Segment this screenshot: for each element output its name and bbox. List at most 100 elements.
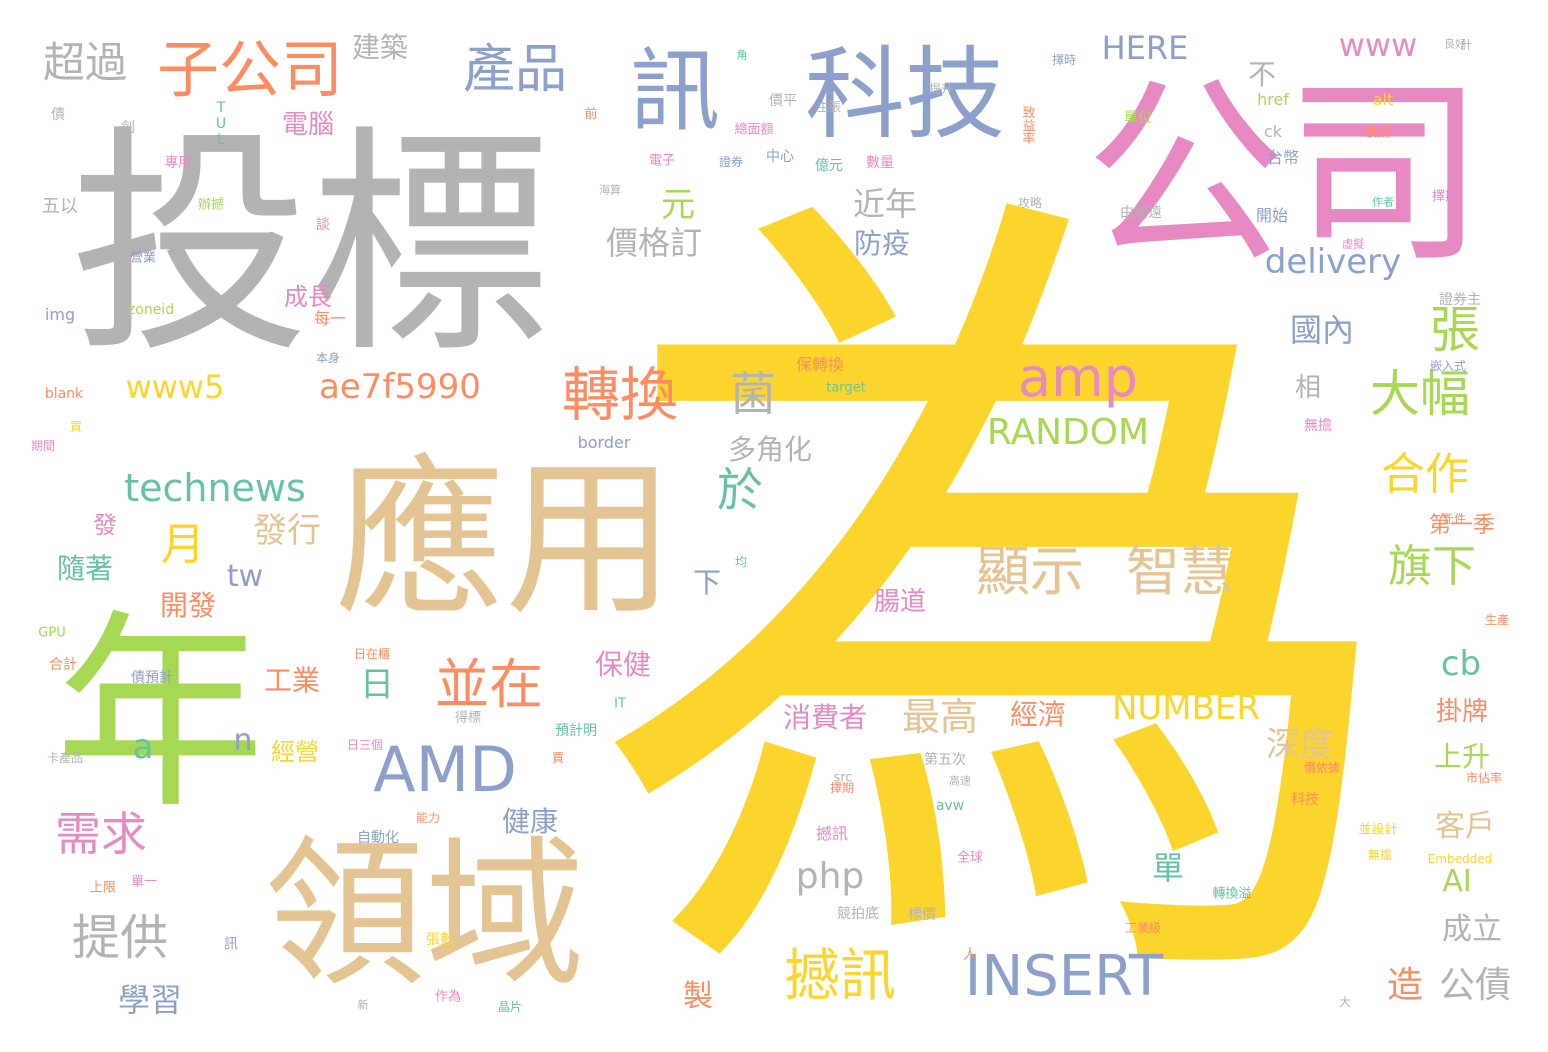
cloud-word: 預計明 [555, 723, 597, 739]
cloud-word: 全球 [956, 850, 984, 866]
cloud-word: 最高 [901, 695, 979, 739]
cloud-word: AMD [373, 733, 517, 806]
cloud-word: 無擔 [1367, 848, 1393, 862]
cloud-word: 消費者 [782, 701, 868, 734]
cloud-word: php [795, 856, 865, 897]
cloud-word: 第一季 [1428, 513, 1496, 538]
cloud-word: 敬請 [1363, 125, 1391, 141]
cloud-word: 智慧 [1126, 540, 1234, 603]
cloud-word: 隨著 [56, 552, 114, 585]
cloud-word: NUMBER [1111, 688, 1261, 728]
cloud-word: 撼訊 [784, 944, 896, 1009]
cloud-word: 良好 [1444, 37, 1466, 51]
cloud-word: 無擔 [1304, 418, 1332, 434]
cloud-word: 超過 [42, 38, 128, 87]
cloud-word: 大幅 [1370, 365, 1470, 423]
cloud-word: 每一 [313, 309, 347, 328]
cloud-word: 國內 [1289, 311, 1355, 349]
cloud-word: 提升 [928, 82, 954, 96]
cloud-word: cb [1440, 644, 1482, 684]
cloud-word: 公債 [1438, 965, 1512, 1006]
cloud-word: 致益率 [1019, 105, 1035, 145]
cloud-word: 合作 [1381, 449, 1469, 500]
cloud-word: 攻略 [1017, 196, 1043, 210]
cloud-word: 造 [1386, 965, 1424, 1006]
cloud-word: 市佔率 [1465, 771, 1503, 785]
cloud-word: 前 [581, 106, 597, 120]
cloud-word: img [44, 305, 76, 324]
cloud-word: 總面額 [734, 122, 774, 138]
cloud-word: zoneid [127, 302, 175, 318]
cloud-word: www [1338, 26, 1418, 64]
cloud-word: src [833, 770, 853, 786]
cloud-word: 買 [69, 420, 83, 434]
cloud-word: href [1257, 90, 1289, 109]
cloud-word: 本身 [315, 351, 341, 365]
cloud-word: IT [614, 696, 626, 712]
cloud-word: 價依據 [1303, 761, 1341, 775]
cloud-word: ck [1263, 122, 1283, 141]
cloud-word: 人 [963, 947, 977, 963]
cloud-word: 五以 [42, 196, 78, 217]
cloud-word: GPU [38, 625, 66, 641]
cloud-word: 成長 [284, 283, 332, 311]
cloud-word: 數量 [866, 155, 894, 171]
cloud-word: AI [1442, 864, 1472, 899]
cloud-word: 提供 [71, 910, 169, 966]
cloud-word: 需求 [55, 807, 147, 861]
cloud-word: 電腦 [281, 110, 335, 140]
cloud-word: 不 [1247, 58, 1277, 91]
cloud-word: 深度 [1266, 725, 1334, 765]
cloud-word: 中心 [766, 149, 794, 165]
cloud-word: 能力 [415, 811, 441, 825]
cloud-word: 保轉換 [795, 355, 845, 374]
cloud-word: amp [1018, 346, 1138, 409]
cloud-word: 元 [661, 185, 695, 225]
cloud-word: 掛牌 [1435, 697, 1489, 727]
cloud-word: 應用 [334, 441, 676, 639]
cloud-word: 競拍底 [837, 906, 879, 922]
cloud-word: alt [1372, 90, 1394, 109]
cloud-word: 並設計 [1358, 822, 1398, 838]
cloud-word: 自動化 [357, 830, 399, 846]
cloud-word: 合計 [49, 657, 77, 673]
cloud-word: INSERT [964, 944, 1164, 1009]
cloud-word: 上限 [89, 880, 117, 896]
cloud-word: 於 [717, 463, 763, 517]
cloud-word: delivery [1264, 242, 1402, 282]
cloud-word: a [132, 727, 154, 767]
cloud-word: 訊 [222, 936, 238, 950]
cloud-word: Embedded [1427, 852, 1493, 866]
cloud-word: 擇期 [1431, 189, 1459, 205]
cloud-word: 得標 [454, 710, 482, 726]
cloud-word: 標價 [908, 907, 936, 923]
cloud-word: 發 [93, 511, 117, 539]
cloud-word: 製 [683, 979, 713, 1014]
cloud-word: 主張 [816, 100, 842, 114]
cloud-word: n [233, 723, 253, 758]
cloud-word: blank [44, 386, 84, 402]
cloud-word: 證券 [718, 155, 744, 169]
cloud-word: 月 [161, 519, 205, 570]
cloud-word: 電子 [648, 153, 676, 169]
cloud-word: 債 [51, 107, 65, 123]
cloud-word: 工業 [263, 664, 321, 697]
cloud-word: 經濟 [1009, 698, 1067, 731]
cloud-word: 發行 [253, 511, 321, 551]
cloud-word: 公司 [1084, 58, 1486, 291]
cloud-word: 證券主 [1439, 292, 1481, 308]
cloud-word: 日三個 [346, 738, 384, 752]
cloud-word: 晶片 [497, 1000, 523, 1014]
cloud-word: TUL [213, 100, 229, 148]
cloud-word: 旗下 [1388, 541, 1476, 592]
cloud-word: 專用 [164, 155, 192, 171]
cloud-word: 嵌入式 [1429, 359, 1467, 373]
cloud-word: 張數 [426, 932, 454, 948]
cloud-word: 生產 [1484, 613, 1510, 627]
cloud-word: 開始 [1255, 206, 1289, 225]
cloud-word: 由宏遠 [1120, 205, 1162, 221]
cloud-word: 元件 [1441, 512, 1467, 526]
cloud-word: 客戶 [1435, 809, 1495, 844]
cloud-word: 投標 [69, 105, 551, 385]
